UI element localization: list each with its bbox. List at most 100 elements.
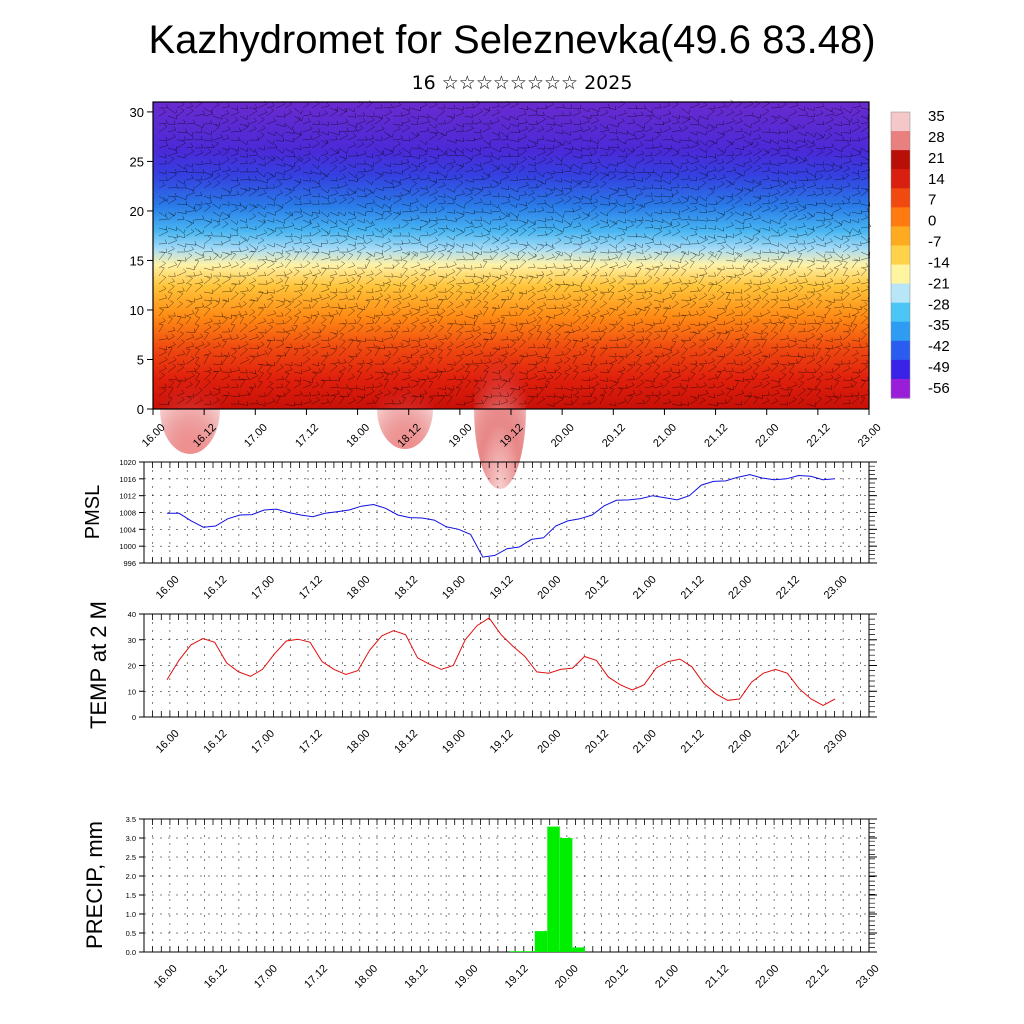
colorbar-label: -56 (928, 380, 950, 397)
temperature-line (166, 617, 836, 706)
x-tick-label: 17.12 (302, 963, 330, 991)
y-tick-label: 1.0 (126, 910, 136, 919)
colorbar-swatch (891, 340, 910, 361)
y-tick-label: 0.0 (126, 948, 136, 957)
colorbar-label: -21 (928, 275, 950, 292)
x-tick-label: 17.12 (297, 728, 325, 756)
y-tick-label: 1004 (119, 525, 136, 534)
colorbar-label: -49 (928, 359, 950, 376)
colorbar-swatch (891, 302, 910, 323)
x-tick-label: 16.12 (202, 963, 230, 991)
y-tick-label: 996 (123, 559, 136, 568)
chart-subtitle: 16 ☆☆☆☆☆☆☆☆ 2025 (411, 72, 633, 94)
grid-lines (144, 613, 869, 718)
x-tick-label: 22.12 (804, 963, 832, 991)
y-tick-label: 1016 (119, 475, 136, 484)
grid-lines (144, 461, 869, 564)
colorbar-swatch (891, 150, 910, 170)
precip-bar (572, 947, 585, 952)
x-tick-label: 19.00 (440, 574, 468, 602)
x-tick-label: 21.12 (679, 728, 707, 756)
right-minor-ticks (869, 818, 875, 953)
x-tick-label: 16.12 (201, 728, 229, 756)
precip-bar (522, 951, 535, 952)
wind-barbs (158, 99, 872, 407)
y-tick-label: 1008 (119, 509, 136, 518)
colorbar-label: 28 (928, 129, 945, 146)
x-tick-label: 21.00 (631, 728, 659, 756)
colorbar-swatches (891, 112, 910, 399)
temp-axis-label: TEMP at 2 M (86, 601, 111, 729)
precip-bar (534, 931, 548, 952)
colorbar-swatch (891, 264, 910, 285)
x-tick-label: 16.00 (154, 574, 182, 602)
x-tick-label: 20.00 (549, 422, 577, 450)
y-tick-label: 1000 (119, 542, 136, 551)
x-tick-label: 17.00 (252, 963, 280, 991)
x-tick-label: 19.00 (453, 963, 481, 991)
x-tick-label: 18.00 (352, 963, 380, 991)
y-tick-label: 2.5 (126, 853, 136, 862)
x-tick-label: 18.12 (392, 574, 420, 602)
x-tick-label: 17.00 (242, 422, 270, 450)
colorbar-label: -35 (928, 317, 950, 334)
y-tick-label: 0 (137, 402, 144, 417)
x-tick-label: 19.00 (447, 422, 475, 450)
colorbar-label: 35 (928, 108, 945, 125)
x-tick-label: 21.12 (703, 963, 731, 991)
y-tick-label: 2.0 (126, 872, 136, 881)
colorbar-label: 7 (928, 192, 936, 209)
grid-lines (144, 818, 869, 953)
colorbar-label: -14 (928, 255, 950, 272)
x-tick-label: 22.12 (774, 574, 802, 602)
x-tick-label: 21.12 (679, 574, 707, 602)
x-tick-label: 23.00 (822, 728, 850, 756)
x-tick-label: 22.00 (726, 574, 754, 602)
y-tick-label: 0.5 (126, 929, 136, 938)
y-tick-label: 1012 (119, 492, 136, 501)
colorbar-label: 21 (928, 150, 945, 167)
x-tick-label: 20.12 (603, 963, 631, 991)
right-minor-ticks (869, 461, 875, 564)
x-tick-label: 20.12 (583, 574, 611, 602)
x-tick-label: 22.12 (805, 422, 833, 450)
colorbar-swatch (891, 226, 910, 247)
colorbar-label: -42 (928, 338, 950, 355)
x-tick-label: 19.12 (503, 963, 531, 991)
x-tick-label: 20.12 (583, 728, 611, 756)
pmsl-axis-label: PMSL (82, 485, 104, 539)
x-tick-label: 23.00 (822, 574, 850, 602)
y-tick-label: 30 (130, 105, 144, 120)
colorbar-swatch (891, 283, 910, 304)
x-tick-label: 22.00 (726, 728, 754, 756)
x-tick-label: 16.12 (201, 574, 229, 602)
colorbar-label: 0 (928, 213, 936, 230)
x-tick-label: 18.00 (345, 574, 373, 602)
x-tick-label: 20.12 (600, 422, 628, 450)
y-tick-label: 3.0 (126, 834, 136, 843)
x-tick-label: 19.12 (488, 728, 516, 756)
colorbar-swatch (891, 245, 910, 266)
cross-section-y-axis: 0 5 10 15 20 25 30 (130, 105, 153, 417)
edge-ticks (143, 462, 870, 563)
x-tick-label: 18.12 (402, 963, 430, 991)
panel-frame (143, 818, 870, 953)
edge-ticks (143, 614, 870, 717)
precip-bar (559, 838, 573, 952)
colorbar-swatch (891, 207, 910, 227)
edge-ticks (143, 819, 870, 952)
x-tick-label: 22.12 (774, 728, 802, 756)
x-tick-label: 17.12 (293, 422, 321, 450)
y-tick-label: 20 (130, 204, 144, 219)
colorbar-label: 14 (928, 171, 945, 188)
x-tick-label: 18.00 (344, 422, 372, 450)
colorbar-swatch (891, 378, 910, 399)
x-tick-label: 17.12 (297, 574, 325, 602)
y-tick-label: 30 (128, 636, 136, 645)
precip-bar (547, 826, 560, 952)
pmsl-panel: PMSL 996 1000 1004 1008 1012 1016 1020 16.00 16.… (82, 458, 877, 602)
colorbar-label: -28 (928, 296, 950, 313)
x-tick-label: 21.00 (653, 963, 681, 991)
wind-barb-field (158, 99, 872, 407)
